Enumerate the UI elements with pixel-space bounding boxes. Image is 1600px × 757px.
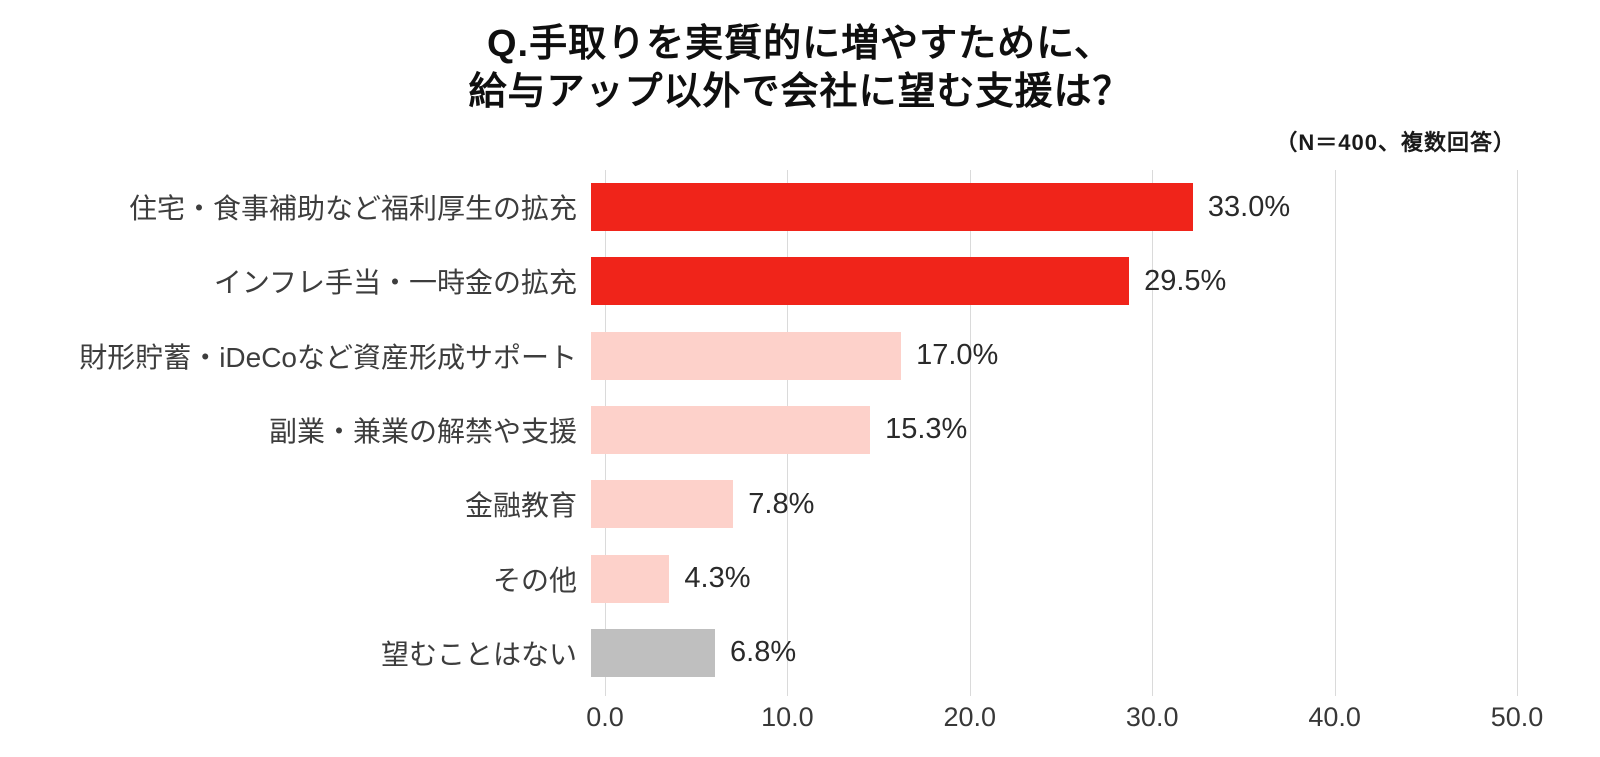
- category-label: 金融教育: [464, 490, 577, 522]
- value-label: 15.3%: [885, 413, 968, 446]
- gridline: [1334, 170, 1336, 696]
- bar-row: インフレ手当・一時金の拡充 29.5%: [0, 244, 1600, 318]
- bar-row: 望むことはない 6.8%: [0, 616, 1600, 690]
- bar-track: 4.3%: [591, 541, 1503, 615]
- gridline: [969, 170, 971, 696]
- value-label: 4.3%: [684, 562, 751, 595]
- value-label: 7.8%: [748, 487, 815, 520]
- category-label: 副業・兼業の解禁や支援: [268, 415, 577, 447]
- bar-track: 17.0%: [591, 319, 1503, 393]
- bar: [591, 405, 871, 454]
- bar-chart: 住宅・食事補助など福利厚生の拡充 33.0% インフレ手当・一時金の拡充 29.…: [0, 170, 1600, 732]
- bar-track: 33.0%: [591, 170, 1503, 244]
- category-label: インフレ手当・一時金の拡充: [213, 267, 577, 299]
- category-label: 望むことはない: [380, 638, 577, 670]
- bar-row: その他 4.3%: [0, 541, 1600, 615]
- note-row: （N＝400、複数回答）: [0, 125, 1600, 157]
- x-axis: 0.0 10.0 20.0 30.0 40.0 50.0: [586, 702, 1543, 742]
- bar-rows: 住宅・食事補助など福利厚生の拡充 33.0% インフレ手当・一時金の拡充 29.…: [0, 170, 1600, 690]
- value-label: 29.5%: [1144, 264, 1227, 297]
- bar-row: 住宅・食事補助など福利厚生の拡充 33.0%: [0, 170, 1600, 244]
- category-label: その他: [492, 564, 577, 596]
- x-tick-label: 30.0: [1125, 702, 1179, 732]
- chart-title-line1: Q.手取りを実質的に増やすために、: [487, 23, 1113, 65]
- x-tick-label: 10.0: [761, 702, 814, 732]
- x-tick-label: 0.0: [586, 702, 624, 732]
- bar: [591, 554, 670, 603]
- x-tick-label: 50.0: [1490, 702, 1544, 732]
- x-tick-label: 40.0: [1308, 702, 1361, 732]
- bar-track: 7.8%: [591, 467, 1503, 541]
- bar-row: 金融教育 7.8%: [0, 467, 1600, 541]
- bar: [591, 257, 1130, 306]
- value-label: 33.0%: [1207, 190, 1291, 223]
- gridline: [1152, 170, 1154, 696]
- value-label: 17.0%: [916, 339, 999, 372]
- category-label: 住宅・食事補助など福利厚生の拡充: [128, 193, 577, 225]
- value-label: 6.8%: [730, 636, 797, 669]
- sample-size-note: （N＝400、複数回答）: [1275, 130, 1516, 155]
- bar: [591, 331, 902, 380]
- bar-track: 6.8%: [591, 616, 1503, 690]
- gridline: [1517, 170, 1518, 696]
- bar-row: 副業・兼業の解禁や支援 15.3%: [0, 393, 1600, 467]
- bar-track: 15.3%: [591, 393, 1503, 467]
- bar-row: 財形貯蓄・iDeCoなど資産形成サポート 17.0%: [0, 319, 1600, 393]
- x-tick-label: 20.0: [943, 702, 997, 732]
- bar-track: 29.5%: [591, 244, 1503, 318]
- chart-title: Q.手取りを実質的に増やすために、 給与アップ以外で会社に望む支援は？: [0, 0, 1600, 116]
- bar: [591, 480, 734, 529]
- category-label: 財形貯蓄・iDeCoなど資産形成サポート: [79, 341, 577, 373]
- chart-title-line2: 給与アップ以外で会社に望む支援は？: [468, 71, 1132, 113]
- bar: [591, 183, 1193, 232]
- bar: [591, 628, 716, 677]
